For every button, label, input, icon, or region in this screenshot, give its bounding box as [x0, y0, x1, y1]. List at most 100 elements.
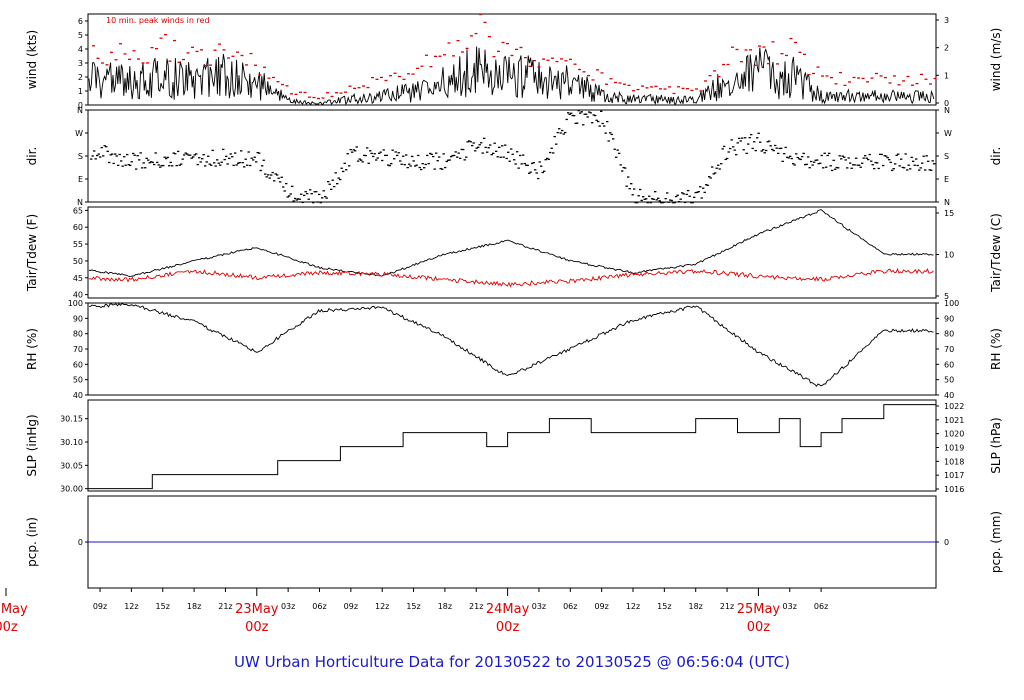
direction-point	[121, 165, 124, 167]
direction-point	[727, 151, 730, 153]
direction-point	[138, 159, 141, 161]
peak-wind-dot	[362, 85, 365, 87]
direction-point	[327, 180, 330, 183]
peak-wind-dot	[677, 86, 680, 88]
direction-point	[625, 185, 628, 187]
direction-point	[484, 146, 487, 149]
direction-point	[358, 158, 361, 160]
direction-point	[307, 198, 310, 200]
direction-point	[171, 165, 174, 167]
peak-wind-dot	[798, 51, 802, 53]
direction-point	[778, 147, 781, 150]
chart-title: UW Urban Horticulture Data for 20130522 …	[234, 653, 790, 671]
direction-point	[793, 164, 796, 166]
direction-point	[834, 168, 837, 170]
day-label-date: 24May	[486, 602, 530, 617]
peak-wind-dot	[623, 83, 626, 85]
direction-point	[663, 201, 666, 203]
direction-point	[324, 195, 327, 198]
right-tick-label: 60	[944, 360, 954, 369]
direction-point	[345, 169, 348, 171]
direction-point	[349, 148, 352, 151]
peak-wind-dot	[893, 75, 896, 77]
direction-point	[436, 160, 439, 162]
direction-point	[885, 155, 888, 157]
direction-point	[861, 162, 864, 164]
peak-wind-dot	[398, 75, 401, 78]
direction-point	[864, 155, 867, 157]
direction-point	[360, 159, 363, 161]
direction-point	[393, 158, 396, 160]
direction-point	[552, 152, 555, 154]
direction-point	[720, 163, 723, 165]
left-tick-label: 70	[73, 345, 83, 354]
direction-point	[165, 157, 168, 160]
direction-point	[831, 169, 834, 172]
direction-point	[100, 146, 103, 149]
left-tick-label: 0	[78, 101, 83, 110]
left-tick-label: 30.10	[60, 438, 83, 447]
peak-wind-dot	[137, 58, 140, 60]
peak-wind-dot	[632, 90, 635, 92]
peak-wind-dot	[744, 49, 748, 51]
direction-point	[754, 149, 757, 152]
direction-point	[585, 113, 588, 115]
peak-wind-dot	[263, 66, 266, 68]
direction-point	[813, 161, 816, 163]
direction-point	[684, 201, 687, 204]
direction-point	[624, 167, 627, 169]
peak-wind-dot	[704, 80, 707, 82]
direction-point	[753, 141, 756, 143]
day-label-date: 22May	[0, 602, 28, 617]
peak-wind-dot	[857, 77, 860, 79]
direction-point	[226, 163, 229, 165]
peak-wind-dot	[659, 88, 662, 90]
direction-point	[208, 163, 211, 165]
direction-point	[495, 150, 498, 152]
direction-point	[544, 159, 547, 161]
peak-wind-dot	[366, 86, 370, 89]
right-tick-label: 90	[944, 314, 954, 323]
direction-point	[499, 156, 502, 158]
hour-tick-label: 03z	[783, 602, 797, 611]
hour-tick-label: 03z	[532, 602, 546, 611]
direction-point	[853, 164, 856, 166]
direction-point	[96, 154, 99, 157]
direction-point	[774, 144, 777, 147]
direction-point	[346, 153, 349, 155]
direction-point	[595, 119, 598, 121]
right-tick-label: 10	[944, 251, 954, 260]
peak-wind-dot	[326, 92, 329, 94]
peak-wind-dot	[551, 57, 554, 59]
direction-point	[370, 152, 373, 155]
direction-point	[352, 149, 355, 151]
direction-point	[661, 202, 664, 204]
direction-point	[807, 156, 810, 158]
peak-wind-dot	[312, 96, 316, 99]
peak-wind-dot	[474, 32, 478, 35]
peak-wind-dot	[96, 57, 100, 59]
direction-point	[765, 149, 768, 152]
direction-point	[606, 120, 609, 123]
wind-speed-line	[88, 46, 935, 106]
series-temp-0	[88, 209, 934, 277]
direction-point	[438, 156, 441, 158]
peak-wind-dot	[740, 61, 743, 63]
direction-point	[651, 198, 654, 200]
direction-point	[889, 161, 892, 164]
direction-point	[601, 122, 604, 125]
direction-point	[760, 150, 763, 152]
direction-point	[564, 131, 567, 134]
direction-point	[435, 152, 438, 154]
right-tick-label: 50	[944, 376, 954, 385]
direction-point	[664, 197, 667, 200]
direction-point	[382, 149, 385, 151]
direction-point	[654, 191, 657, 193]
direction-point	[354, 150, 357, 152]
direction-point	[639, 188, 642, 191]
direction-point	[636, 202, 639, 204]
peak-wind-dot	[236, 51, 239, 53]
direction-point	[819, 162, 822, 164]
direction-point	[880, 153, 883, 156]
